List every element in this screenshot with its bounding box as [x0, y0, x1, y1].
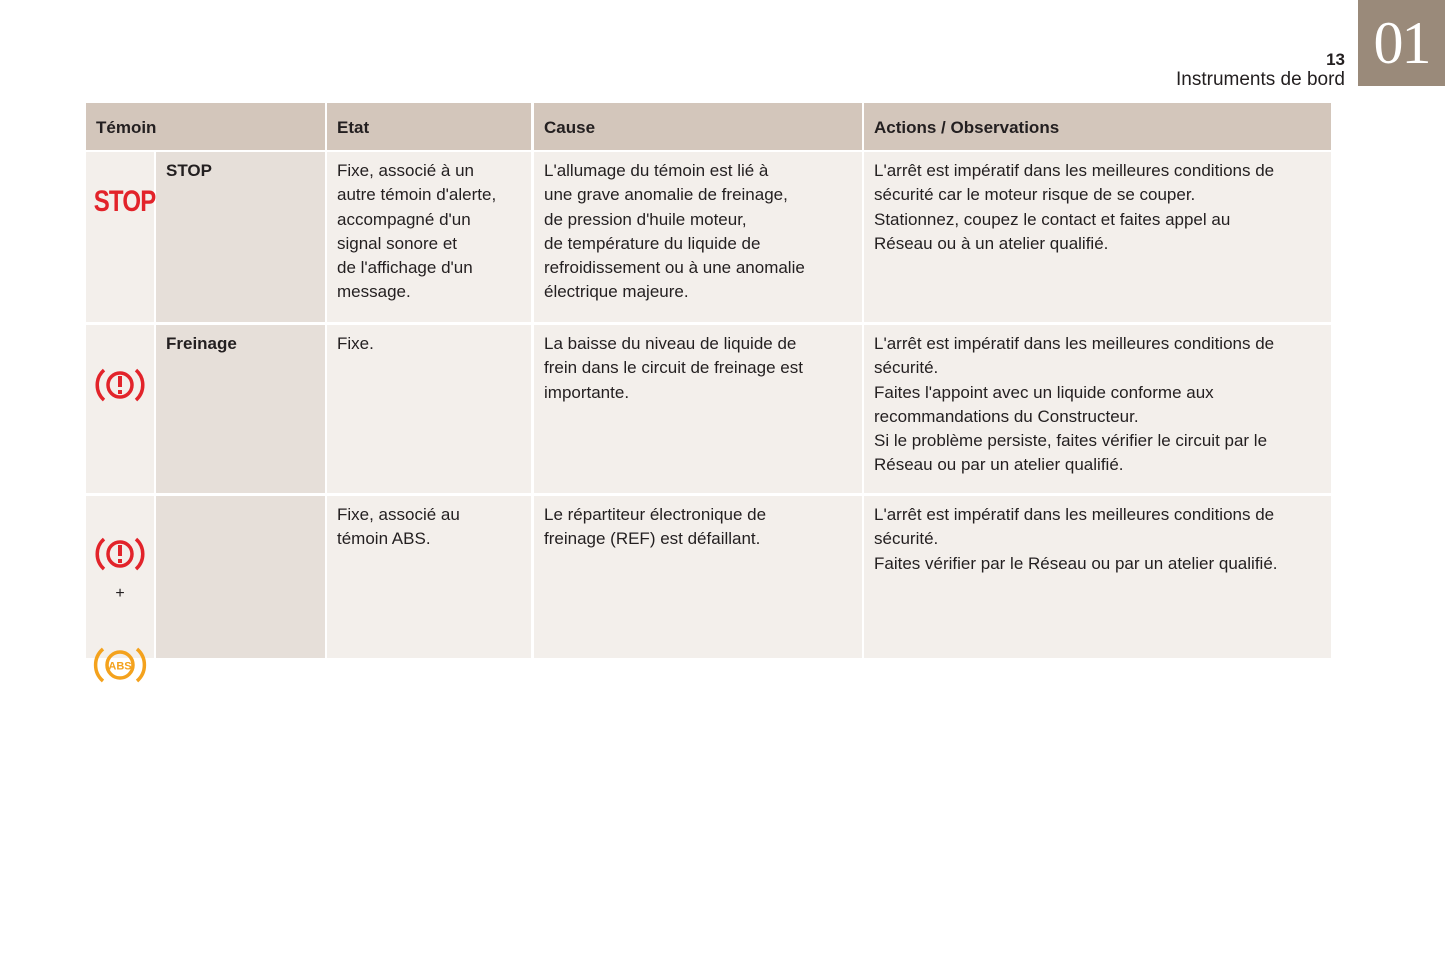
chapter-tab: 01: [1358, 0, 1445, 86]
warning-name: Freinage: [156, 325, 325, 493]
warning-name: [156, 496, 325, 658]
column-header-actions: Actions / Observations: [864, 103, 1331, 150]
actions-cell: L'arrêt est impératif dans les meilleure…: [864, 496, 1331, 658]
cause-cell: L'allumage du témoin est lié à une grave…: [534, 152, 862, 322]
table-row-icon: STOP: [86, 152, 157, 322]
etat-cell: Fixe.: [327, 325, 531, 493]
column-header-temoin: Témoin: [86, 103, 325, 150]
actions-cell: L'arrêt est impératif dans les meilleure…: [864, 152, 1331, 322]
stop-warning-icon: STOP: [93, 185, 157, 219]
warning-name: STOP: [156, 152, 325, 322]
plus-sign: +: [115, 584, 125, 602]
table-row-icon: [86, 325, 154, 493]
column-header-cause: Cause: [534, 103, 862, 150]
column-header-etat: Etat: [327, 103, 531, 150]
table-row-icon: + ABS: [86, 496, 154, 683]
brake-warning-icon: [95, 537, 145, 571]
svg-text:ABS: ABS: [108, 661, 131, 673]
etat-cell: Fixe, associé au témoin ABS.: [327, 496, 531, 658]
section-title: Instruments de bord: [1176, 69, 1345, 90]
page-number: 13: [1326, 50, 1345, 69]
abs-warning-icon: ABS: [93, 647, 147, 683]
etat-cell: Fixe, associé à un autre témoin d'alerte…: [327, 152, 531, 322]
actions-cell: L'arrêt est impératif dans les meilleure…: [864, 325, 1331, 493]
brake-warning-icon: [95, 368, 145, 402]
cause-cell: Le répartiteur électronique de freinage …: [534, 496, 862, 658]
cause-cell: La baisse du niveau de liquide de frein …: [534, 325, 862, 493]
